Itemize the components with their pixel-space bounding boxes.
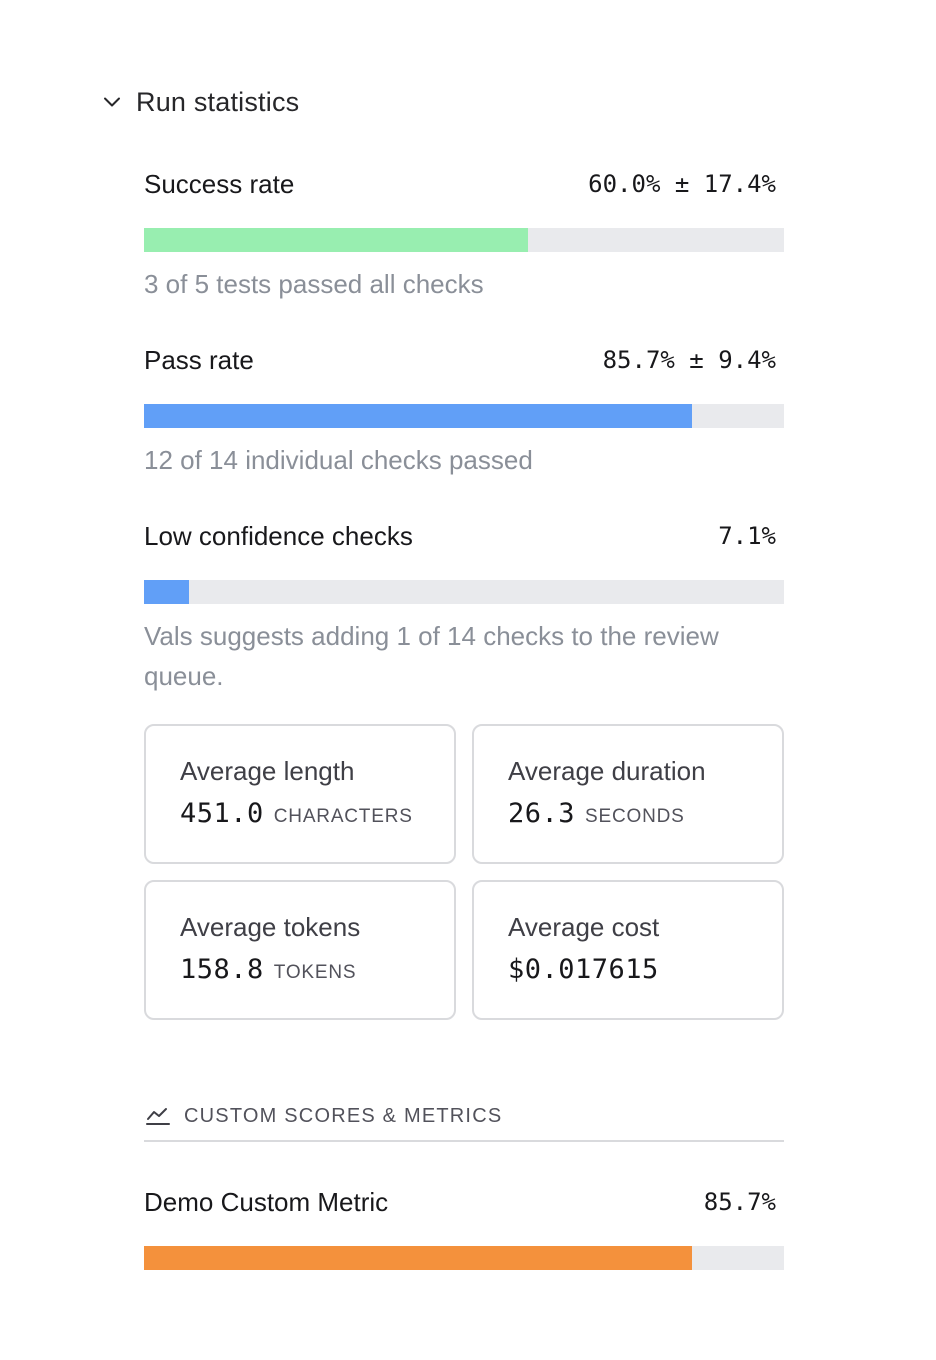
metric-value: 85.7% ± 9.4% bbox=[602, 346, 776, 374]
section-title: Run statistics bbox=[136, 86, 300, 117]
custom-scores-header: CUSTOM SCORES & METRICS bbox=[144, 1098, 784, 1142]
line-chart-icon bbox=[144, 1102, 172, 1130]
stat-cards: Average length 451.0 CHARACTERS Average … bbox=[144, 724, 784, 1020]
card-title: Average cost bbox=[508, 912, 660, 942]
progress-bar-fill bbox=[144, 580, 190, 604]
card-average-tokens: Average tokens 158.8 TOKENS bbox=[144, 880, 456, 1020]
metric-label: Success rate bbox=[144, 168, 295, 199]
metric-pass-rate: Pass rate 85.7% ± 9.4% 12 of 14 individu… bbox=[144, 342, 784, 480]
card-value: 158.8 bbox=[180, 954, 264, 985]
metric-description: 3 of 5 tests passed all checks bbox=[144, 269, 484, 299]
metric-value: 60.0% ± 17.4% bbox=[588, 170, 776, 198]
card-unit: TOKENS bbox=[273, 962, 357, 983]
progress-bar bbox=[144, 404, 784, 428]
card-value: 26.3 bbox=[508, 798, 576, 829]
card-value: $0.017615 bbox=[508, 954, 659, 985]
card-title: Average tokens bbox=[180, 912, 361, 942]
run-statistics-toggle[interactable]: Run statistics bbox=[100, 82, 299, 122]
card-average-length: Average length 451.0 CHARACTERS bbox=[144, 724, 456, 864]
metric-label: Low confidence checks bbox=[144, 520, 413, 551]
card-title: Average length bbox=[180, 756, 355, 786]
card-unit: CHARACTERS bbox=[273, 806, 413, 827]
progress-bar bbox=[144, 228, 784, 252]
metric-success-rate: Success rate 60.0% ± 17.4% 3 of 5 tests … bbox=[144, 166, 784, 304]
metric-description: Vals suggests adding 1 of 14 checks to t… bbox=[144, 621, 719, 691]
metric-demo-custom-metric: Demo Custom Metric 85.7% bbox=[144, 1184, 784, 1270]
metric-value: 85.7% bbox=[703, 1188, 776, 1216]
progress-bar-fill bbox=[144, 228, 528, 252]
metric-description: 12 of 14 individual checks passed bbox=[144, 445, 533, 475]
progress-bar bbox=[144, 580, 784, 604]
metric-label: Demo Custom Metric bbox=[144, 1186, 389, 1217]
custom-scores-title: CUSTOM SCORES & METRICS bbox=[184, 1104, 503, 1127]
card-average-duration: Average duration 26.3 SECONDS bbox=[472, 724, 784, 864]
chevron-down-icon[interactable] bbox=[100, 90, 124, 114]
progress-bar bbox=[144, 1246, 784, 1270]
card-average-cost: Average cost $0.017615 bbox=[472, 880, 784, 1020]
metric-label: Pass rate bbox=[144, 344, 254, 375]
progress-bar-fill bbox=[144, 404, 693, 428]
card-value: 451.0 bbox=[180, 798, 264, 829]
card-unit: SECONDS bbox=[585, 806, 685, 827]
card-title: Average duration bbox=[508, 756, 706, 786]
metric-low-confidence-checks: Low confidence checks 7.1% Vals suggests… bbox=[144, 518, 784, 696]
progress-bar-fill bbox=[144, 1246, 693, 1270]
metric-value: 7.1% bbox=[718, 522, 776, 550]
